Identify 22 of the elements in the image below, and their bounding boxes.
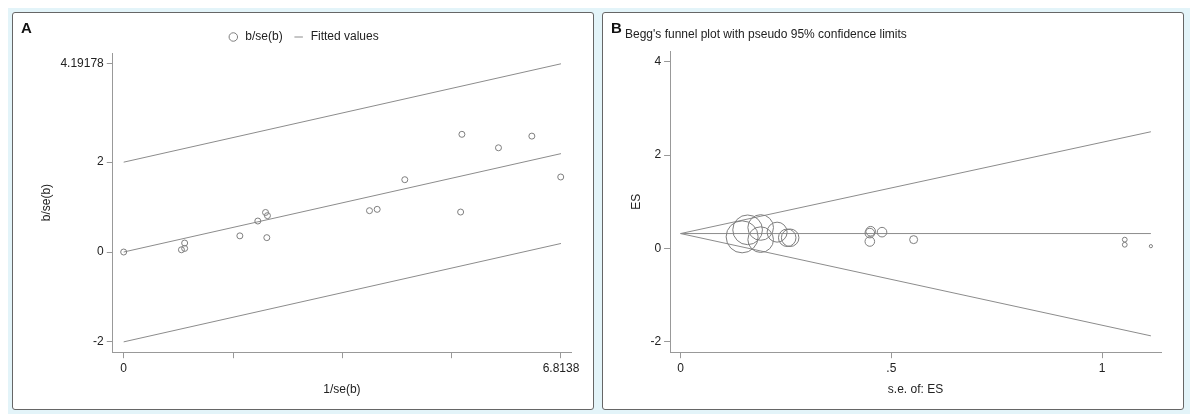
legend-label: Fitted values [310,29,379,44]
x-tick-label: 0 [120,360,128,375]
y-tick-label: 0 [654,240,662,255]
x-tick-label: 1 [1098,360,1106,375]
y-tick-label: -2 [650,334,662,349]
legend-label: b/se(b) [245,29,283,44]
x-axis-title: 1/se(b) [323,382,361,397]
text: A [21,18,32,36]
y-axis-title: b/se(b) [38,183,53,222]
y-tick-label: 2 [654,147,662,162]
x-tick-label: 6.8138 [542,360,580,375]
x-tick-label: 0 [677,360,685,375]
y-tick-label: 0 [97,244,105,259]
x-axis-title: s.e. of: ES [887,382,944,397]
text: B [611,18,622,36]
y-axis-title: ES [628,193,643,210]
y-tick-label: 4 [654,53,662,68]
chart-title: Begg's funnel plot with pseudo 95% confidence limits [625,26,907,41]
x-tick-label: .5 [886,360,897,375]
y-tick-label: 2 [97,154,105,169]
y-tick-label: 4.19178 [60,56,105,71]
y-tick-label: -2 [93,334,105,349]
